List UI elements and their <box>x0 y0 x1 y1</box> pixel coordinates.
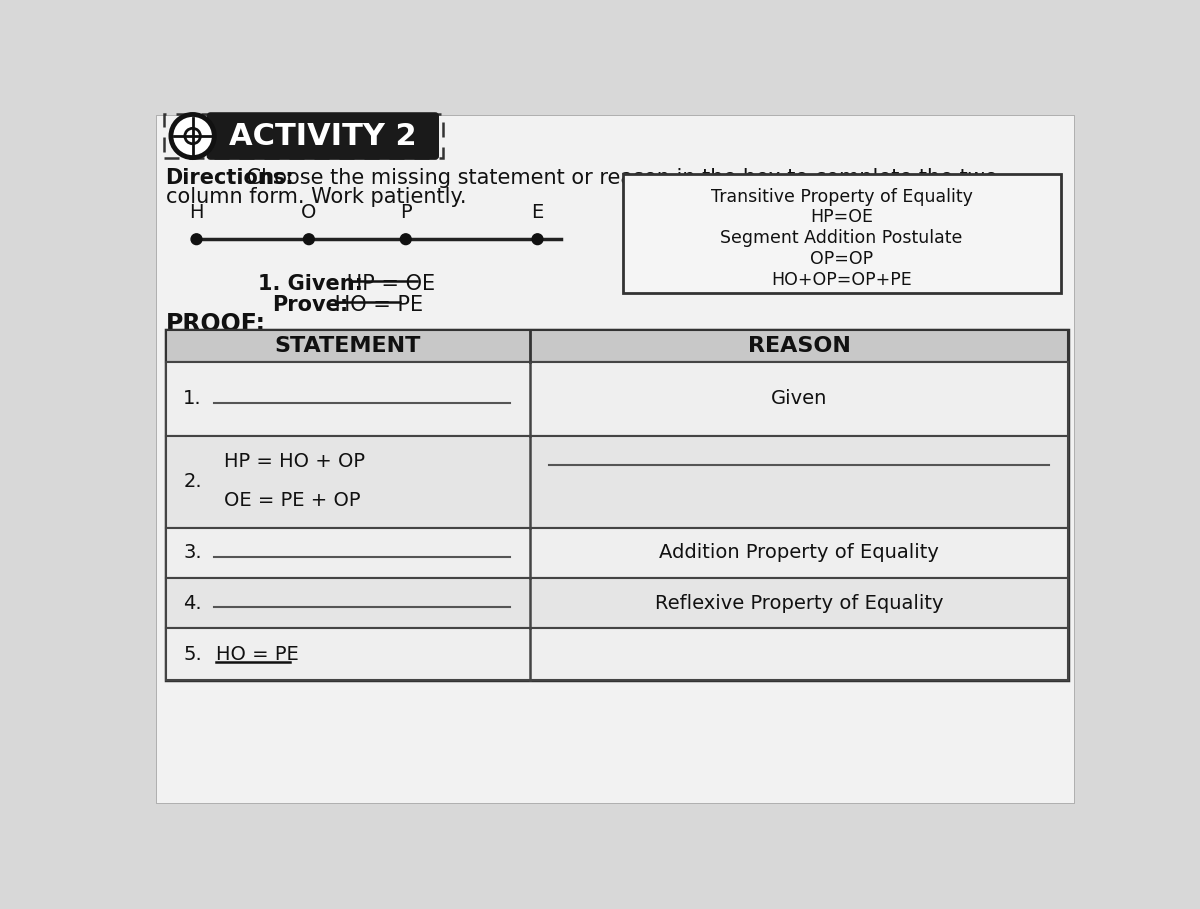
Text: Directions:: Directions: <box>166 167 294 187</box>
Text: 4.: 4. <box>184 594 202 613</box>
Text: HP=OE: HP=OE <box>810 208 874 226</box>
Text: Prove:: Prove: <box>272 295 349 315</box>
Text: Choose the missing statement or reason in the box to complete the two-: Choose the missing statement or reason i… <box>240 167 1006 187</box>
Text: Reflexive Property of Equality: Reflexive Property of Equality <box>655 594 943 613</box>
Circle shape <box>401 234 412 245</box>
Text: HP = OE: HP = OE <box>340 274 436 294</box>
Text: ACTIVITY 2: ACTIVITY 2 <box>229 122 416 151</box>
Text: Given: Given <box>770 389 827 408</box>
Text: PROOF:: PROOF: <box>166 313 265 336</box>
FancyBboxPatch shape <box>166 330 1068 681</box>
FancyBboxPatch shape <box>166 435 1068 528</box>
Text: HO = PE: HO = PE <box>216 644 299 664</box>
FancyBboxPatch shape <box>623 174 1061 293</box>
Circle shape <box>170 115 215 157</box>
FancyBboxPatch shape <box>166 363 1068 435</box>
Circle shape <box>532 234 542 245</box>
Text: HO+OP=OP+PE: HO+OP=OP+PE <box>772 271 912 289</box>
Text: E: E <box>532 204 544 223</box>
Text: REASON: REASON <box>748 336 851 356</box>
FancyBboxPatch shape <box>166 628 1068 681</box>
FancyBboxPatch shape <box>166 528 1068 578</box>
FancyBboxPatch shape <box>166 330 1068 363</box>
Text: column form. Work patiently.: column form. Work patiently. <box>166 187 466 207</box>
Text: 1. Given:: 1. Given: <box>258 274 364 294</box>
Text: STATEMENT: STATEMENT <box>275 336 421 356</box>
Text: Transitive Property of Equality: Transitive Property of Equality <box>710 187 973 205</box>
Text: OP=OP: OP=OP <box>810 250 874 268</box>
Text: Segment Addition Postulate: Segment Addition Postulate <box>720 229 962 247</box>
Text: 1.: 1. <box>184 389 202 408</box>
Circle shape <box>304 234 314 245</box>
FancyBboxPatch shape <box>166 578 1068 628</box>
Text: 5.: 5. <box>184 644 202 664</box>
Text: HO = PE: HO = PE <box>329 295 424 315</box>
Text: OE = PE + OP: OE = PE + OP <box>223 491 360 510</box>
FancyBboxPatch shape <box>156 115 1074 803</box>
Text: HP = HO + OP: HP = HO + OP <box>223 452 365 471</box>
Text: Addition Property of Equality: Addition Property of Equality <box>659 544 940 563</box>
Text: P: P <box>400 204 412 223</box>
FancyBboxPatch shape <box>208 113 438 159</box>
Text: 3.: 3. <box>184 544 202 563</box>
Text: O: O <box>301 204 317 223</box>
Text: H: H <box>190 204 204 223</box>
Circle shape <box>191 234 202 245</box>
Text: 2.: 2. <box>184 473 202 491</box>
